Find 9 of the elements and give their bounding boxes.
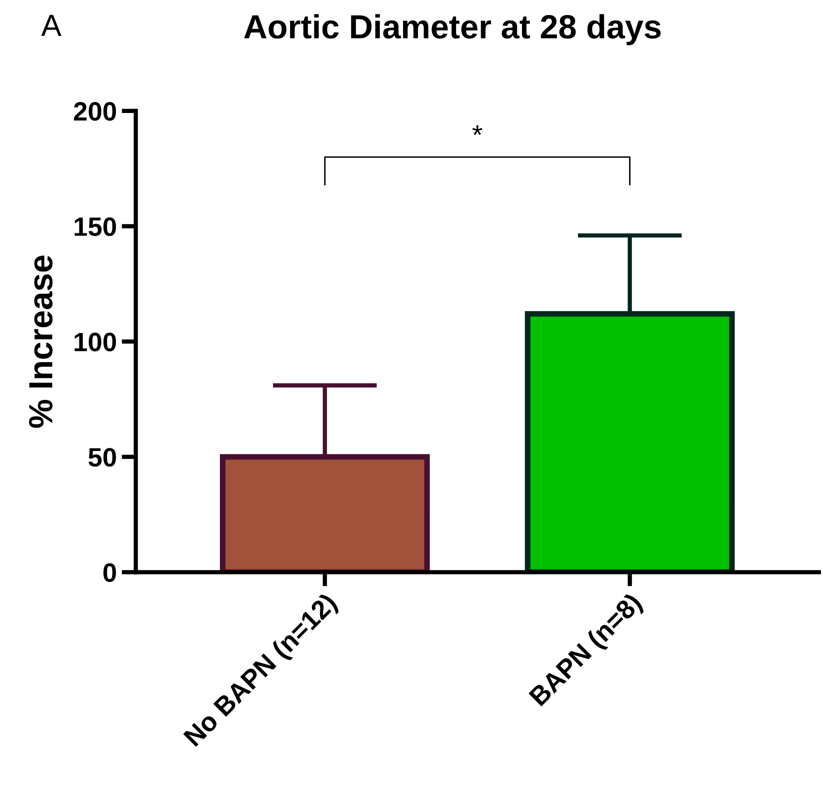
y-tick-label: 0 (103, 563, 116, 582)
y-tick-label: 100 (74, 332, 116, 352)
y-axis-title: % Increase (29, 256, 53, 428)
y-tick-label: 200 (74, 102, 116, 121)
y-tick-label: 150 (74, 217, 116, 236)
annotation: * (472, 125, 482, 136)
chart-title: Aortic Diameter at 28 days (244, 14, 661, 46)
y-tick-label: 50 (88, 448, 116, 467)
text: A (41, 14, 62, 36)
